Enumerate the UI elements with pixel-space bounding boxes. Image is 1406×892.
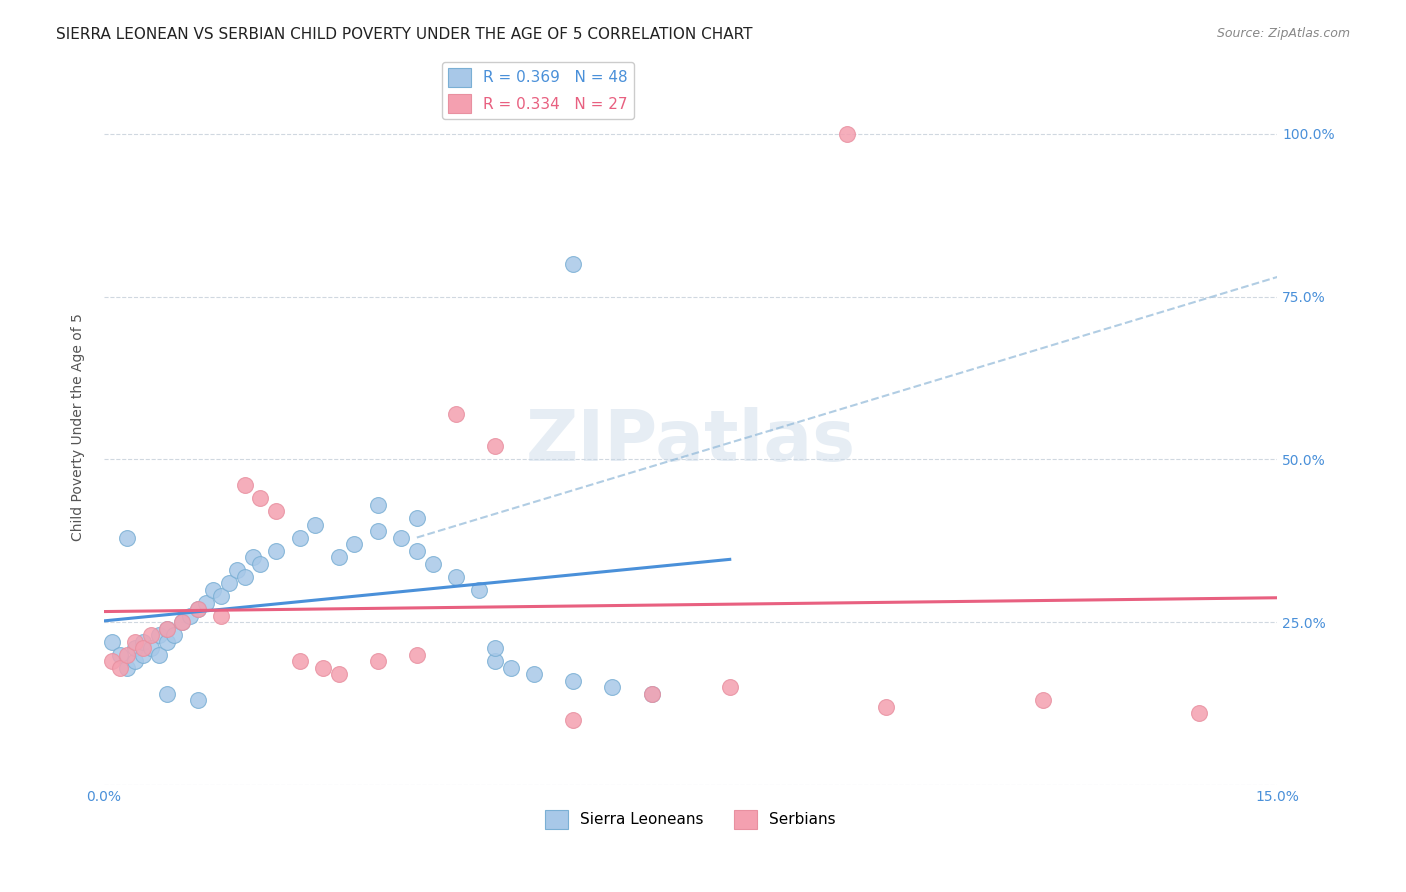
- Point: [179, 608, 201, 623]
- Point: [139, 628, 162, 642]
- Y-axis label: Child Poverty Under the Age of 5: Child Poverty Under the Age of 5: [72, 313, 86, 541]
- Point: [562, 713, 585, 727]
- Point: [523, 667, 546, 681]
- Point: [132, 634, 155, 648]
- Text: Source: ZipAtlas.com: Source: ZipAtlas.com: [1216, 27, 1350, 40]
- Point: [155, 622, 177, 636]
- Point: [640, 687, 662, 701]
- Point: [444, 569, 467, 583]
- Point: [1188, 706, 1211, 721]
- Point: [328, 667, 350, 681]
- Point: [108, 661, 131, 675]
- Point: [132, 648, 155, 662]
- Point: [304, 517, 326, 532]
- Point: [187, 602, 209, 616]
- Point: [101, 654, 124, 668]
- Point: [835, 127, 858, 141]
- Point: [249, 557, 271, 571]
- Point: [108, 648, 131, 662]
- Point: [172, 615, 194, 630]
- Point: [163, 628, 186, 642]
- Point: [875, 700, 897, 714]
- Point: [640, 687, 662, 701]
- Point: [117, 661, 139, 675]
- Point: [124, 634, 146, 648]
- Point: [389, 531, 412, 545]
- Point: [209, 589, 232, 603]
- Point: [562, 257, 585, 271]
- Legend: Sierra Leoneans, Serbians: Sierra Leoneans, Serbians: [538, 804, 842, 835]
- Point: [218, 576, 240, 591]
- Point: [367, 524, 389, 538]
- Point: [422, 557, 444, 571]
- Point: [264, 543, 287, 558]
- Point: [484, 641, 506, 656]
- Point: [124, 654, 146, 668]
- Point: [155, 687, 177, 701]
- Point: [132, 641, 155, 656]
- Point: [242, 550, 264, 565]
- Point: [367, 654, 389, 668]
- Point: [249, 491, 271, 506]
- Point: [484, 654, 506, 668]
- Point: [117, 531, 139, 545]
- Point: [405, 511, 427, 525]
- Point: [148, 628, 170, 642]
- Point: [367, 498, 389, 512]
- Point: [312, 661, 335, 675]
- Point: [499, 661, 522, 675]
- Point: [444, 407, 467, 421]
- Point: [226, 563, 249, 577]
- Text: SIERRA LEONEAN VS SERBIAN CHILD POVERTY UNDER THE AGE OF 5 CORRELATION CHART: SIERRA LEONEAN VS SERBIAN CHILD POVERTY …: [56, 27, 752, 42]
- Point: [187, 602, 209, 616]
- Point: [405, 648, 427, 662]
- Point: [405, 543, 427, 558]
- Point: [484, 439, 506, 453]
- Point: [328, 550, 350, 565]
- Point: [468, 582, 491, 597]
- Point: [209, 608, 232, 623]
- Point: [202, 582, 225, 597]
- Point: [148, 648, 170, 662]
- Point: [187, 693, 209, 707]
- Point: [155, 622, 177, 636]
- Point: [233, 478, 256, 492]
- Point: [101, 634, 124, 648]
- Point: [343, 537, 366, 551]
- Point: [172, 615, 194, 630]
- Point: [264, 504, 287, 518]
- Point: [288, 531, 311, 545]
- Point: [562, 673, 585, 688]
- Point: [117, 648, 139, 662]
- Point: [233, 569, 256, 583]
- Point: [602, 681, 624, 695]
- Point: [288, 654, 311, 668]
- Text: ZIPatlas: ZIPatlas: [526, 407, 856, 475]
- Point: [124, 641, 146, 656]
- Point: [139, 641, 162, 656]
- Point: [155, 634, 177, 648]
- Point: [194, 596, 217, 610]
- Point: [718, 681, 741, 695]
- Point: [1032, 693, 1054, 707]
